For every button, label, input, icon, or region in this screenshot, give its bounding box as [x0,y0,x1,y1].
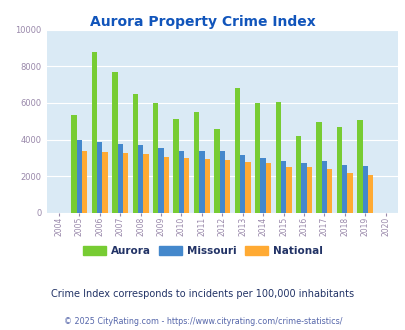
Bar [219,151,224,213]
Bar [102,152,107,213]
Bar [163,157,168,213]
Bar [92,52,97,213]
Bar [158,148,163,213]
Bar [239,155,245,213]
Bar [97,142,102,213]
Bar [173,118,178,213]
Bar [286,167,291,213]
Bar [260,158,265,213]
Bar [254,103,260,213]
Bar [214,129,219,213]
Bar [301,163,306,213]
Bar [82,150,87,213]
Bar [132,94,138,213]
Bar [367,175,372,213]
Bar [245,162,250,213]
Bar [356,120,362,213]
Bar [183,158,189,213]
Bar [123,153,128,213]
Bar [153,103,158,213]
Bar [77,140,82,213]
Bar [143,154,148,213]
Bar [234,88,239,213]
Bar [326,169,332,213]
Bar [71,115,77,213]
Bar [112,72,117,213]
Bar [265,163,271,213]
Bar [275,102,280,213]
Legend: Aurora, Missouri, National: Aurora, Missouri, National [79,242,326,260]
Bar [224,160,230,213]
Bar [306,167,311,213]
Bar [204,159,209,213]
Text: © 2025 CityRating.com - https://www.cityrating.com/crime-statistics/: © 2025 CityRating.com - https://www.city… [64,317,341,326]
Bar [362,166,367,213]
Bar [321,161,326,213]
Bar [138,145,143,213]
Bar [295,136,301,213]
Bar [280,161,286,213]
Bar [315,122,321,213]
Bar [117,144,123,213]
Bar [178,150,183,213]
Text: Aurora Property Crime Index: Aurora Property Crime Index [90,15,315,29]
Bar [347,173,352,213]
Bar [199,151,204,213]
Bar [336,127,341,213]
Text: Crime Index corresponds to incidents per 100,000 inhabitants: Crime Index corresponds to incidents per… [51,289,354,299]
Bar [194,113,199,213]
Bar [341,165,347,213]
